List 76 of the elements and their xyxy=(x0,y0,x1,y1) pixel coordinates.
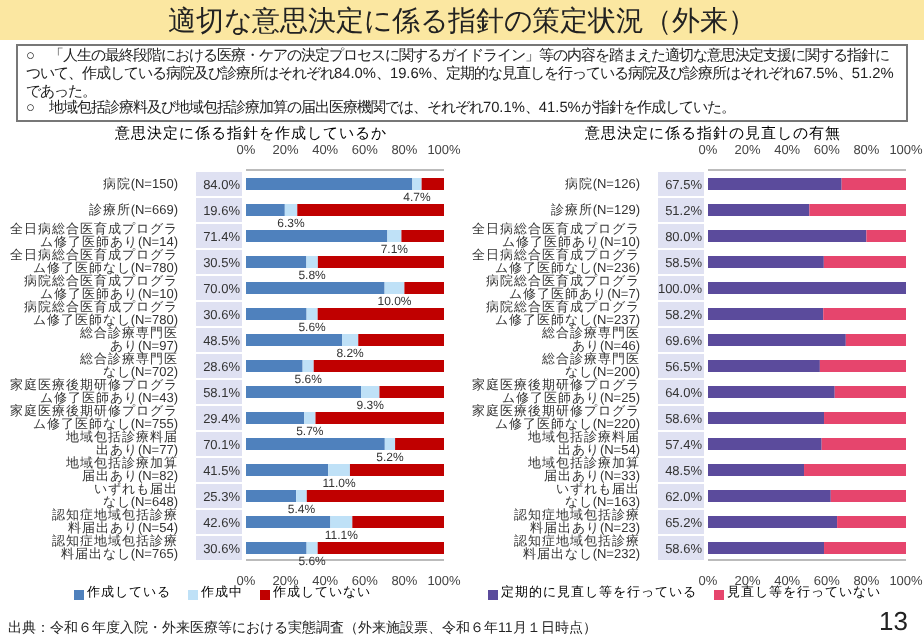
bar xyxy=(246,282,385,295)
bar xyxy=(352,516,444,529)
bar xyxy=(401,230,444,243)
bar xyxy=(708,204,810,217)
bar xyxy=(804,464,906,477)
bar xyxy=(395,438,444,451)
text: 13 xyxy=(879,606,908,636)
bar xyxy=(834,386,906,399)
bar xyxy=(358,334,444,347)
bar xyxy=(246,204,285,217)
bar xyxy=(708,230,867,243)
bar xyxy=(708,464,805,477)
bar xyxy=(824,412,906,425)
bar xyxy=(296,490,307,503)
bar xyxy=(246,308,307,321)
bar xyxy=(845,334,906,347)
bar xyxy=(837,516,906,529)
bar xyxy=(708,282,906,295)
bar xyxy=(246,516,331,529)
bar xyxy=(246,256,307,269)
bar xyxy=(246,412,305,425)
bar xyxy=(384,282,405,295)
bar xyxy=(708,490,831,503)
bar xyxy=(297,204,444,217)
bar xyxy=(328,464,350,477)
bar xyxy=(246,334,343,347)
bar xyxy=(841,178,906,191)
bar xyxy=(317,256,444,269)
bar xyxy=(342,334,359,347)
bar xyxy=(708,256,824,269)
bar xyxy=(384,438,396,451)
bar xyxy=(304,412,316,425)
bar xyxy=(302,360,314,373)
bar xyxy=(361,386,380,399)
bar xyxy=(823,256,906,269)
bar xyxy=(246,464,329,477)
bar xyxy=(387,230,402,243)
bar xyxy=(379,386,444,399)
bar xyxy=(708,334,846,347)
bar xyxy=(866,230,906,243)
bar xyxy=(708,412,825,425)
bar xyxy=(246,490,297,503)
bar xyxy=(317,308,444,321)
bar xyxy=(315,412,444,425)
bar xyxy=(246,230,388,243)
bar xyxy=(349,464,444,477)
bar xyxy=(708,386,835,399)
bar xyxy=(246,542,307,555)
bar xyxy=(313,360,444,373)
bar xyxy=(809,204,906,217)
bar xyxy=(708,516,838,529)
chart-title: 適切な意思決定に係る指針の策定状況（外来） xyxy=(0,0,924,40)
bar xyxy=(306,308,318,321)
bar xyxy=(708,438,822,451)
bar xyxy=(708,542,825,555)
bar xyxy=(246,360,303,373)
bar xyxy=(821,438,906,451)
bar xyxy=(421,178,444,191)
bar xyxy=(830,490,906,503)
bar xyxy=(306,256,318,269)
bar xyxy=(246,438,385,451)
bar xyxy=(306,490,444,503)
bar xyxy=(819,360,906,373)
bar xyxy=(708,360,820,373)
bar xyxy=(317,542,444,555)
bar xyxy=(306,542,318,555)
bar xyxy=(330,516,353,529)
bar xyxy=(404,282,444,295)
bar xyxy=(708,308,824,321)
bar xyxy=(824,542,906,555)
bar xyxy=(284,204,298,217)
bar xyxy=(412,178,422,191)
bar xyxy=(823,308,906,321)
bar xyxy=(708,178,842,191)
bar xyxy=(246,386,362,399)
bar xyxy=(246,178,413,191)
